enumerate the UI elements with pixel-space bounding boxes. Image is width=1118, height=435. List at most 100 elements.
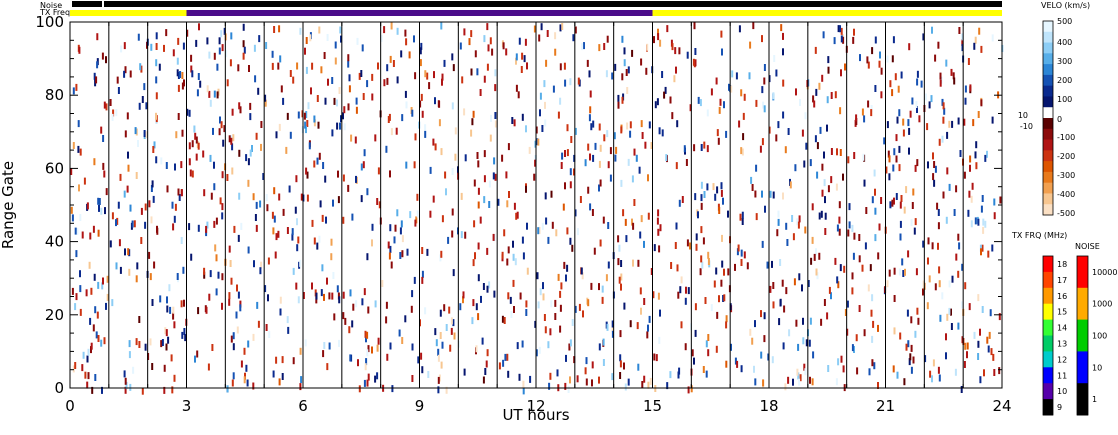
velocity-cell	[640, 307, 642, 315]
velocity-cell	[552, 85, 555, 93]
velocity-cell	[486, 63, 489, 71]
velocity-cell	[539, 92, 542, 100]
velocity-cell	[950, 308, 952, 316]
velocity-cell	[989, 309, 992, 317]
velocity-cell	[816, 171, 819, 179]
velocity-cell	[753, 365, 755, 373]
velocity-cell	[292, 357, 295, 365]
velocity-cell	[602, 359, 605, 366]
velocity-cell	[542, 293, 545, 301]
velocity-cell	[135, 172, 138, 179]
velocity-cell	[908, 127, 911, 135]
velocity-cell	[568, 343, 571, 351]
velocity-cell	[350, 134, 353, 142]
velocity-cell	[828, 286, 831, 294]
velocity-cell	[231, 379, 234, 387]
velocity-cell	[470, 129, 473, 137]
velocity-cell	[587, 143, 590, 151]
velocity-cell	[246, 379, 249, 387]
txfreq-colorbar-tick: 16	[1057, 292, 1067, 301]
velocity-cell	[809, 317, 812, 325]
velocity-cell	[86, 202, 89, 210]
velocity-cell	[969, 164, 971, 172]
noise-colorbar-frame	[1076, 255, 1089, 416]
velocity-cell	[569, 237, 572, 245]
velocity-cell	[869, 264, 872, 272]
velocity-cell	[421, 270, 424, 278]
velocity-cell	[336, 285, 339, 293]
velocity-cell	[741, 148, 744, 156]
velocity-cell	[870, 309, 873, 317]
velocity-cell	[613, 132, 616, 140]
velocity-cell	[725, 360, 728, 368]
velocity-cell	[191, 140, 194, 148]
velocity-cell	[307, 102, 310, 110]
velocity-cell	[586, 59, 589, 67]
velocity-cell	[556, 369, 559, 377]
velocity-colorbar-swatch	[1043, 161, 1053, 173]
velocity-cell	[602, 216, 605, 224]
velocity-cell	[760, 310, 762, 318]
velocity-cell	[360, 195, 363, 203]
velocity-cell	[165, 162, 168, 169]
velocity-cell	[968, 303, 971, 311]
velocity-cell	[131, 220, 134, 228]
velocity-cell	[626, 122, 629, 130]
velocity-colorbar-tick: -100	[1057, 133, 1075, 142]
velocity-cell	[646, 43, 649, 51]
velocity-cell	[383, 79, 386, 87]
velocity-cell	[515, 84, 518, 92]
velocity-cell	[603, 134, 606, 142]
velocity-cell	[183, 328, 186, 335]
velocity-cell	[79, 270, 81, 278]
velocity-cell	[462, 291, 465, 299]
velocity-cell	[988, 331, 991, 339]
velocity-cell	[440, 250, 443, 258]
velocity-cell	[880, 197, 883, 204]
velocity-cell	[439, 309, 442, 317]
txfreq-bar-label: TX Freq	[39, 8, 70, 17]
velocity-cell	[351, 320, 354, 328]
velocity-cell	[155, 156, 158, 164]
velocity-cell	[377, 62, 379, 70]
velocity-cell	[851, 224, 854, 232]
velocity-cell	[826, 96, 829, 104]
velocity-cell	[193, 125, 196, 133]
velocity-cell	[948, 183, 951, 191]
velocity-cell	[912, 356, 915, 364]
velocity-cell	[247, 179, 250, 187]
velocity-cell	[700, 181, 703, 189]
velocity-cell	[554, 299, 557, 307]
velocity-cell	[529, 375, 532, 383]
velocity-cell	[730, 343, 732, 351]
velocity-colorbar-swatch	[1043, 21, 1053, 33]
velocity-cell	[941, 292, 944, 300]
velocity-cell	[172, 223, 175, 231]
velocity-cell	[483, 75, 486, 83]
velocity-cell	[172, 306, 175, 314]
velocity-cell	[873, 169, 876, 177]
velocity-cell	[78, 46, 81, 54]
velocity-cell	[330, 238, 333, 246]
velocity-cell	[680, 276, 683, 284]
velocity-cell	[302, 292, 305, 299]
velocity-cell	[837, 281, 840, 289]
velocity-cell	[866, 56, 869, 64]
velocity-cell	[964, 342, 967, 350]
velocity-cell	[265, 324, 268, 331]
velocity-cell	[893, 327, 896, 335]
velocity-cell	[472, 110, 475, 118]
velocity-cell	[143, 83, 146, 91]
velocity-cell	[140, 65, 143, 73]
velocity-cell	[72, 87, 75, 95]
velocity-cell	[897, 85, 900, 93]
velocity-cell	[421, 366, 424, 374]
velocity-cell	[399, 252, 402, 259]
velocity-cell	[706, 145, 709, 153]
velocity-cell	[226, 79, 229, 87]
velocity-cell	[259, 200, 262, 208]
velocity-cell	[389, 55, 392, 63]
velocity-cell	[472, 299, 475, 307]
velocity-cell	[589, 90, 592, 98]
velocity-cell	[285, 146, 288, 154]
